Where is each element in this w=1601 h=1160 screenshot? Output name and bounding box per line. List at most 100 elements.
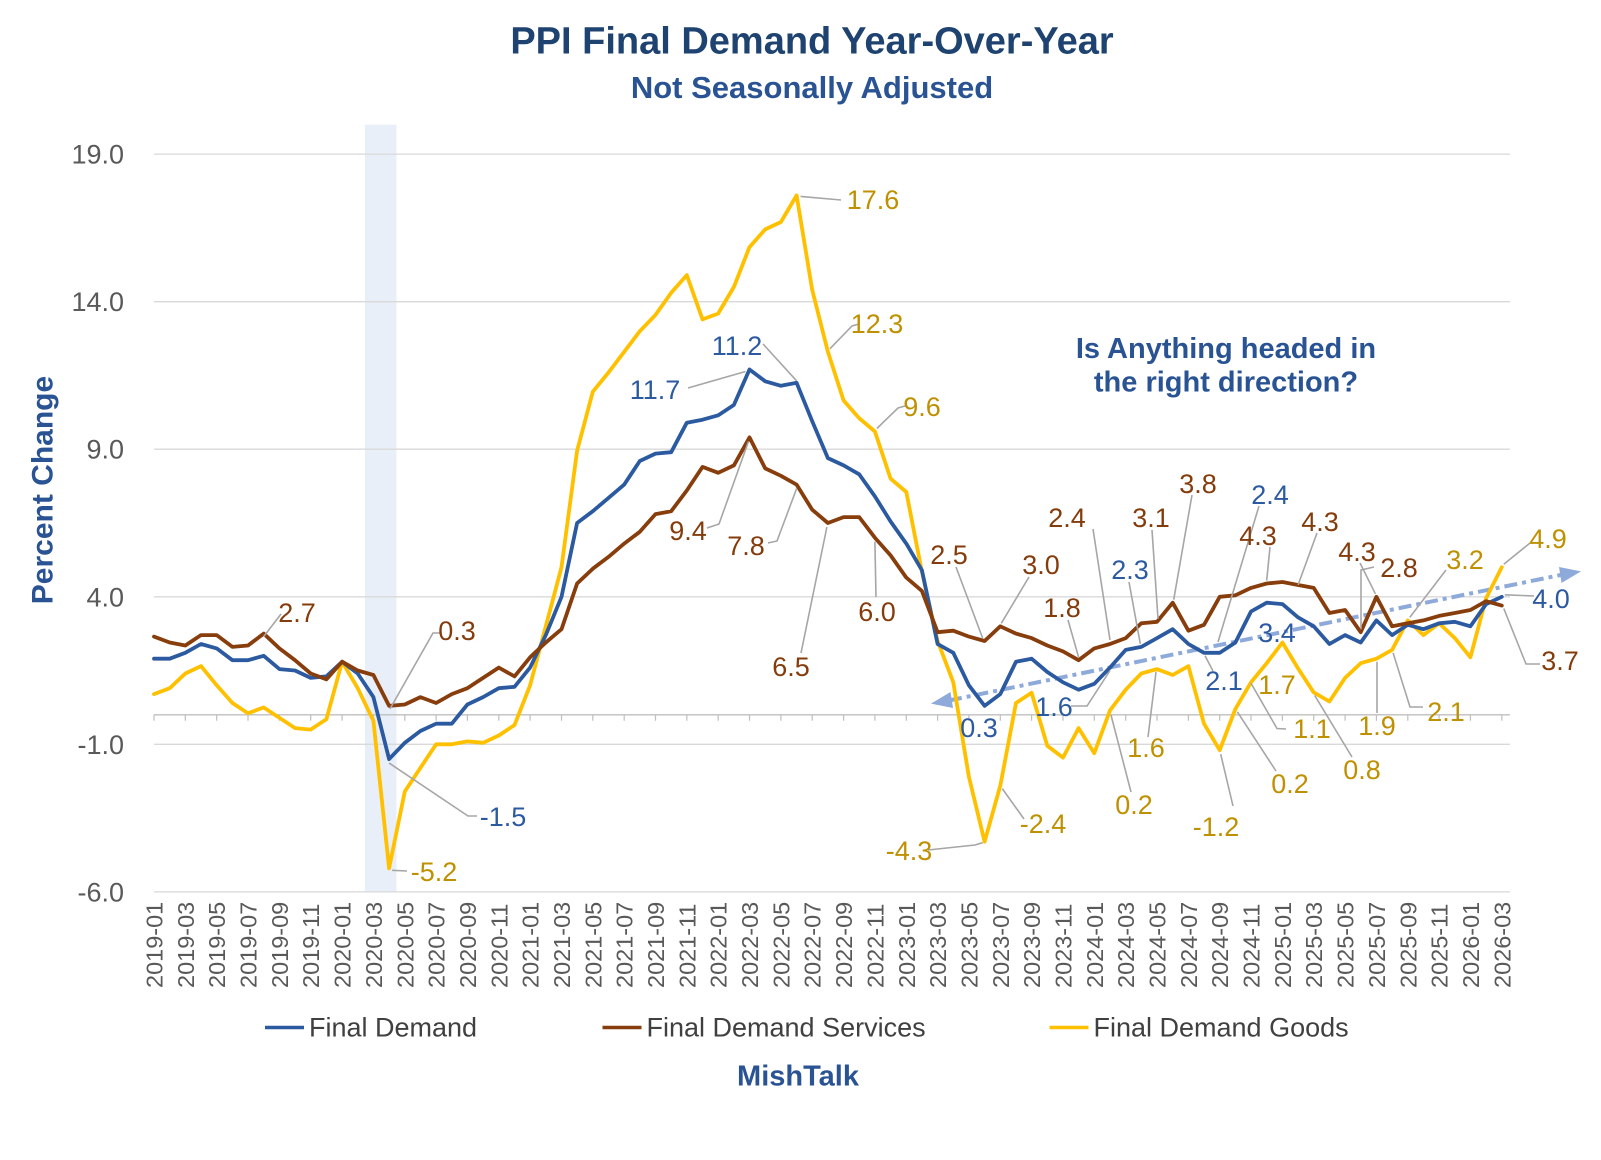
svg-text:2021-09: 2021-09 xyxy=(643,902,669,988)
svg-text:2023-03: 2023-03 xyxy=(925,902,951,988)
svg-text:2025-09: 2025-09 xyxy=(1395,902,1421,988)
svg-text:Final Demand Services: Final Demand Services xyxy=(647,1013,926,1043)
svg-text:2.4: 2.4 xyxy=(1251,480,1289,510)
svg-text:7.8: 7.8 xyxy=(727,531,765,561)
svg-text:-6.0: -6.0 xyxy=(77,877,124,907)
svg-text:2.5: 2.5 xyxy=(930,540,968,570)
svg-text:2019-01: 2019-01 xyxy=(142,902,168,988)
svg-text:2026-01: 2026-01 xyxy=(1458,902,1484,988)
svg-text:4.3: 4.3 xyxy=(1338,537,1376,567)
svg-text:2024-05: 2024-05 xyxy=(1145,902,1171,988)
svg-text:0.2: 0.2 xyxy=(1271,769,1309,799)
svg-text:1.8: 1.8 xyxy=(1043,593,1081,623)
svg-text:2024-07: 2024-07 xyxy=(1176,902,1202,988)
svg-text:2025-03: 2025-03 xyxy=(1301,902,1327,988)
svg-text:2020-09: 2020-09 xyxy=(455,902,481,988)
svg-text:Not Seasonally Adjusted: Not Seasonally Adjusted xyxy=(631,70,993,105)
svg-text:4.0: 4.0 xyxy=(86,582,124,612)
svg-text:Final Demand: Final Demand xyxy=(309,1013,477,1043)
svg-text:Percent Change: Percent Change xyxy=(27,376,60,604)
svg-text:0.2: 0.2 xyxy=(1115,790,1153,820)
svg-text:2.1: 2.1 xyxy=(1427,697,1465,727)
svg-text:2020-03: 2020-03 xyxy=(361,902,387,988)
svg-text:4.0: 4.0 xyxy=(1532,584,1570,614)
svg-text:2024-03: 2024-03 xyxy=(1113,902,1139,988)
svg-text:-1.0: -1.0 xyxy=(77,730,124,760)
svg-text:2020-07: 2020-07 xyxy=(424,902,450,988)
svg-text:4.9: 4.9 xyxy=(1529,524,1567,554)
svg-text:1.1: 1.1 xyxy=(1293,714,1331,744)
svg-text:2.4: 2.4 xyxy=(1048,503,1086,533)
svg-text:17.6: 17.6 xyxy=(847,185,900,215)
svg-text:2025-01: 2025-01 xyxy=(1270,902,1296,988)
svg-text:2024-09: 2024-09 xyxy=(1207,902,1233,988)
svg-text:3.8: 3.8 xyxy=(1179,469,1217,499)
svg-text:2019-07: 2019-07 xyxy=(236,902,262,988)
svg-text:1.6: 1.6 xyxy=(1127,733,1165,763)
svg-text:3.1: 3.1 xyxy=(1132,503,1170,533)
svg-text:12.3: 12.3 xyxy=(851,309,904,339)
svg-text:11.7: 11.7 xyxy=(630,375,681,405)
svg-text:2022-07: 2022-07 xyxy=(800,902,826,988)
svg-text:19.0: 19.0 xyxy=(71,140,124,170)
svg-text:-1.2: -1.2 xyxy=(1193,812,1240,842)
svg-text:2021-03: 2021-03 xyxy=(549,902,575,988)
svg-text:2023-01: 2023-01 xyxy=(894,902,920,988)
svg-text:2020-01: 2020-01 xyxy=(330,902,356,988)
svg-text:2019-11: 2019-11 xyxy=(298,904,324,989)
svg-text:2023-07: 2023-07 xyxy=(988,902,1014,988)
svg-text:2019-09: 2019-09 xyxy=(267,902,293,988)
svg-text:2025-07: 2025-07 xyxy=(1364,902,1390,988)
svg-text:the right direction?: the right direction? xyxy=(1094,367,1358,399)
svg-text:4.3: 4.3 xyxy=(1239,521,1277,551)
svg-text:2019-05: 2019-05 xyxy=(204,902,230,988)
svg-text:2.7: 2.7 xyxy=(278,598,316,628)
svg-text:0.3: 0.3 xyxy=(960,713,998,743)
svg-text:-2.4: -2.4 xyxy=(1020,809,1067,839)
svg-text:6.0: 6.0 xyxy=(858,597,896,627)
svg-text:2022-01: 2022-01 xyxy=(706,902,732,988)
svg-text:2022-05: 2022-05 xyxy=(768,902,794,988)
svg-text:2.3: 2.3 xyxy=(1111,555,1149,585)
svg-text:2020-11: 2020-11 xyxy=(486,904,512,989)
svg-text:2021-11: 2021-11 xyxy=(674,904,700,989)
svg-text:1.9: 1.9 xyxy=(1358,711,1396,741)
svg-text:3.2: 3.2 xyxy=(1446,545,1484,575)
svg-text:3.0: 3.0 xyxy=(1022,550,1060,580)
svg-text:2.8: 2.8 xyxy=(1380,553,1418,583)
svg-text:2025-05: 2025-05 xyxy=(1333,902,1359,988)
svg-text:2024-01: 2024-01 xyxy=(1082,902,1108,988)
svg-text:Final Demand Goods: Final Demand Goods xyxy=(1094,1013,1349,1043)
svg-text:9.0: 9.0 xyxy=(86,435,124,465)
svg-text:2021-07: 2021-07 xyxy=(612,902,638,988)
svg-text:PPI Final Demand Year-Over-Yea: PPI Final Demand Year-Over-Year xyxy=(510,21,1114,63)
svg-text:4.3: 4.3 xyxy=(1301,507,1339,537)
svg-text:9.4: 9.4 xyxy=(669,516,707,546)
svg-text:2024-11: 2024-11 xyxy=(1239,904,1265,989)
svg-text:2026-03: 2026-03 xyxy=(1489,902,1515,988)
svg-text:2019-03: 2019-03 xyxy=(173,902,199,988)
svg-text:0.3: 0.3 xyxy=(438,616,476,646)
svg-text:11.2: 11.2 xyxy=(712,331,763,361)
svg-text:2022-03: 2022-03 xyxy=(737,902,763,988)
svg-text:-4.3: -4.3 xyxy=(886,836,933,866)
svg-text:6.5: 6.5 xyxy=(772,652,810,682)
svg-text:2022-09: 2022-09 xyxy=(831,902,857,988)
svg-text:1.6: 1.6 xyxy=(1035,692,1073,722)
svg-text:2025-11: 2025-11 xyxy=(1427,904,1453,989)
svg-text:2022-11: 2022-11 xyxy=(862,904,888,989)
svg-text:3.7: 3.7 xyxy=(1541,646,1579,676)
svg-text:2021-01: 2021-01 xyxy=(518,902,544,988)
svg-text:Is Anything headed in: Is Anything headed in xyxy=(1076,333,1376,365)
svg-text:9.6: 9.6 xyxy=(903,392,941,422)
svg-text:2020-05: 2020-05 xyxy=(392,902,418,988)
svg-text:MishTalk: MishTalk xyxy=(737,1061,860,1093)
svg-text:1.7: 1.7 xyxy=(1258,670,1296,700)
svg-text:2021-05: 2021-05 xyxy=(580,902,606,988)
svg-text:0.8: 0.8 xyxy=(1343,755,1381,785)
svg-text:2023-11: 2023-11 xyxy=(1051,904,1077,989)
svg-text:2.1: 2.1 xyxy=(1205,666,1243,696)
svg-text:2023-09: 2023-09 xyxy=(1019,902,1045,988)
svg-text:-1.5: -1.5 xyxy=(480,802,527,832)
svg-text:2023-05: 2023-05 xyxy=(956,902,982,988)
